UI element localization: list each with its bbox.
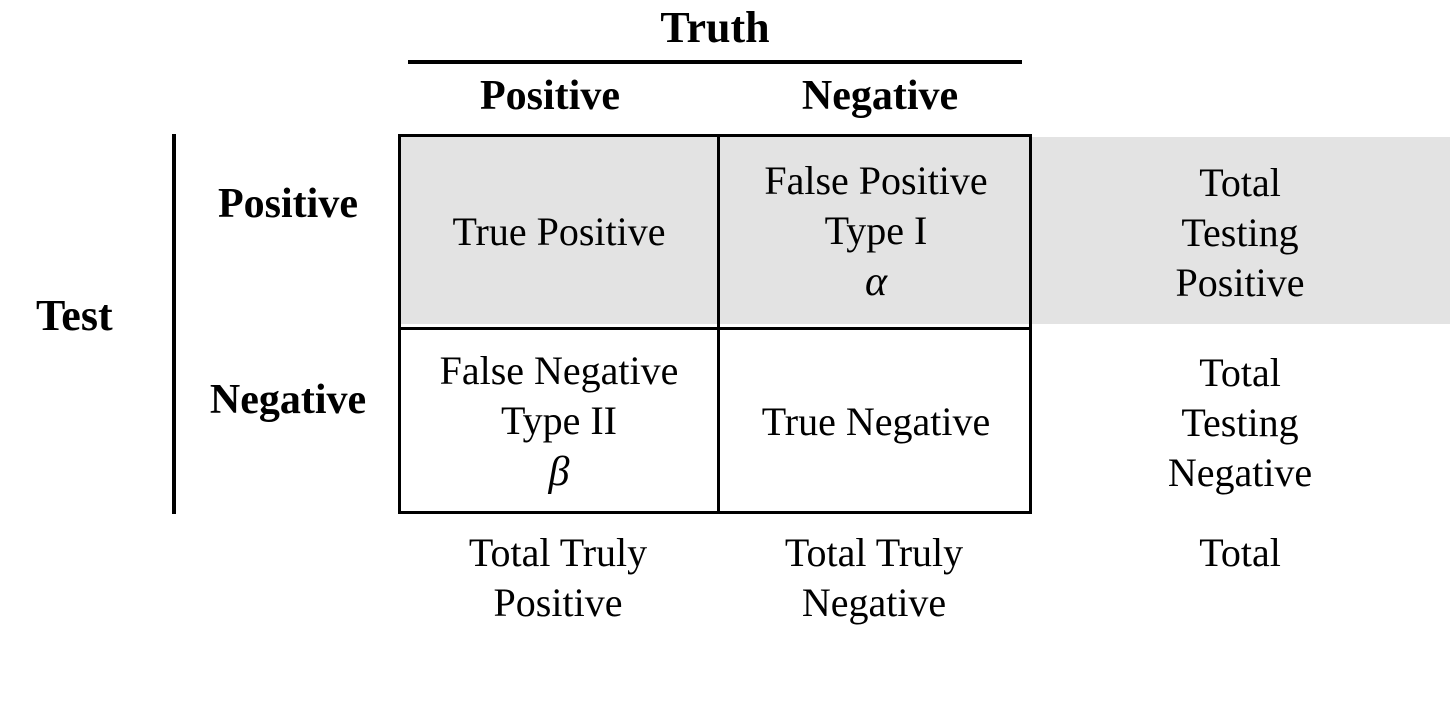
total-text: Negative xyxy=(1060,448,1420,498)
cell-text: False Positive xyxy=(764,156,987,206)
total-text: Negative xyxy=(716,578,1032,628)
column-group-heading: Truth xyxy=(400,2,1030,53)
cell-false-negative: False Negative Type II β xyxy=(401,330,717,514)
column-heading-positive: Positive xyxy=(400,72,700,120)
cell-text: Type II xyxy=(440,396,679,446)
cell-text: True Negative xyxy=(762,397,990,447)
cell-true-negative: True Negative xyxy=(720,330,1032,514)
column-group-rule xyxy=(408,60,1022,64)
alpha-symbol: α xyxy=(764,256,987,309)
total-text: Total xyxy=(1060,158,1420,208)
total-text: Total Truly xyxy=(716,528,1032,578)
column-total-negative: Total Truly Negative xyxy=(716,528,1032,628)
column-heading-negative: Negative xyxy=(730,72,1030,120)
row-total-positive: Total Testing Positive xyxy=(1060,158,1420,308)
grand-total: Total xyxy=(1060,528,1420,578)
total-text: Total xyxy=(1060,348,1420,398)
total-text: Positive xyxy=(398,578,718,628)
total-text: Testing xyxy=(1060,398,1420,448)
confusion-matrix-grid: True Positive False Positive Type I α Fa… xyxy=(398,134,1032,514)
cell-text: True Positive xyxy=(452,207,665,257)
row-group-heading: Test xyxy=(36,290,113,341)
row-heading-positive: Positive xyxy=(188,180,388,228)
row-heading-negative: Negative xyxy=(188,376,388,424)
cell-text: False Negative xyxy=(440,346,679,396)
total-text: Positive xyxy=(1060,258,1420,308)
column-total-positive: Total Truly Positive xyxy=(398,528,718,628)
total-text: Testing xyxy=(1060,208,1420,258)
row-total-negative: Total Testing Negative xyxy=(1060,348,1420,498)
cell-true-positive: True Positive xyxy=(401,137,717,327)
total-text: Total Truly xyxy=(398,528,718,578)
cell-text: Type I xyxy=(764,206,987,256)
beta-symbol: β xyxy=(440,446,679,499)
row-group-rule xyxy=(172,134,176,514)
cell-false-positive: False Positive Type I α xyxy=(720,137,1032,327)
confusion-matrix-diagram: Truth Positive Negative Test Positive Ne… xyxy=(0,0,1450,702)
